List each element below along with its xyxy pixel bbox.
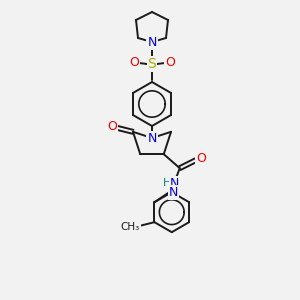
Text: N: N (147, 131, 157, 145)
Text: O: O (107, 120, 117, 133)
Text: CH₃: CH₃ (121, 222, 140, 232)
Text: O: O (196, 152, 206, 165)
Text: S: S (148, 57, 156, 71)
Text: O: O (129, 56, 139, 70)
Text: N: N (170, 177, 179, 190)
Text: N: N (147, 35, 157, 49)
Text: H: H (163, 178, 171, 188)
Text: N: N (169, 186, 178, 199)
Text: O: O (165, 56, 175, 70)
